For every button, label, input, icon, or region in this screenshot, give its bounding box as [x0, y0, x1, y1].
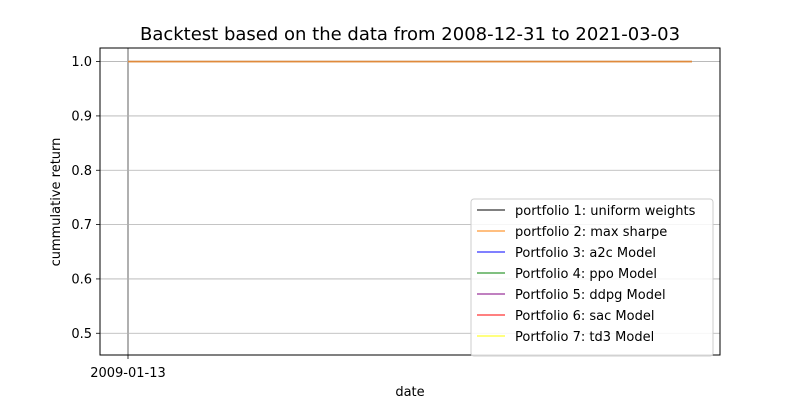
legend-box: [470, 198, 714, 357]
x-axis: 2009-01-13: [90, 355, 166, 381]
y-axis: 0.5 0.6 0.7 0.8 0.9 1.0: [71, 55, 100, 342]
legend-entry-label: Portfolio 7: td3 Model: [515, 330, 654, 345]
legend-entry-label: Portfolio 5: ddpg Model: [515, 288, 666, 303]
y-axis-label: cummulative return: [49, 138, 64, 267]
chart-title: Backtest based on the data from 2008-12-…: [140, 24, 680, 45]
y-tick-label: 0.6: [71, 272, 92, 287]
y-tick-label: 0.8: [71, 164, 92, 179]
x-tick-label: 2009-01-13: [90, 366, 166, 381]
plot-frame: [99, 47, 721, 356]
legend: portfolio 1: uniform weights portfolio 2:…: [470, 198, 714, 357]
legend-entry-label: portfolio 2: max sharpe: [515, 225, 667, 240]
y-tick-label: 0.7: [71, 218, 92, 233]
x-axis-label: date: [395, 385, 424, 400]
y-tick-label: 1.0: [71, 55, 92, 70]
legend-entry-label: Portfolio 3: a2c Model: [515, 246, 656, 261]
legend-entry-label: Portfolio 6: sac Model: [515, 309, 654, 324]
y-tick-label: 0.9: [71, 109, 92, 124]
y-tick-label: 0.5: [71, 327, 92, 342]
legend-entry-label: Portfolio 4: ppo Model: [515, 267, 657, 282]
legend-entry-label: portfolio 1: uniform weights: [515, 204, 696, 219]
